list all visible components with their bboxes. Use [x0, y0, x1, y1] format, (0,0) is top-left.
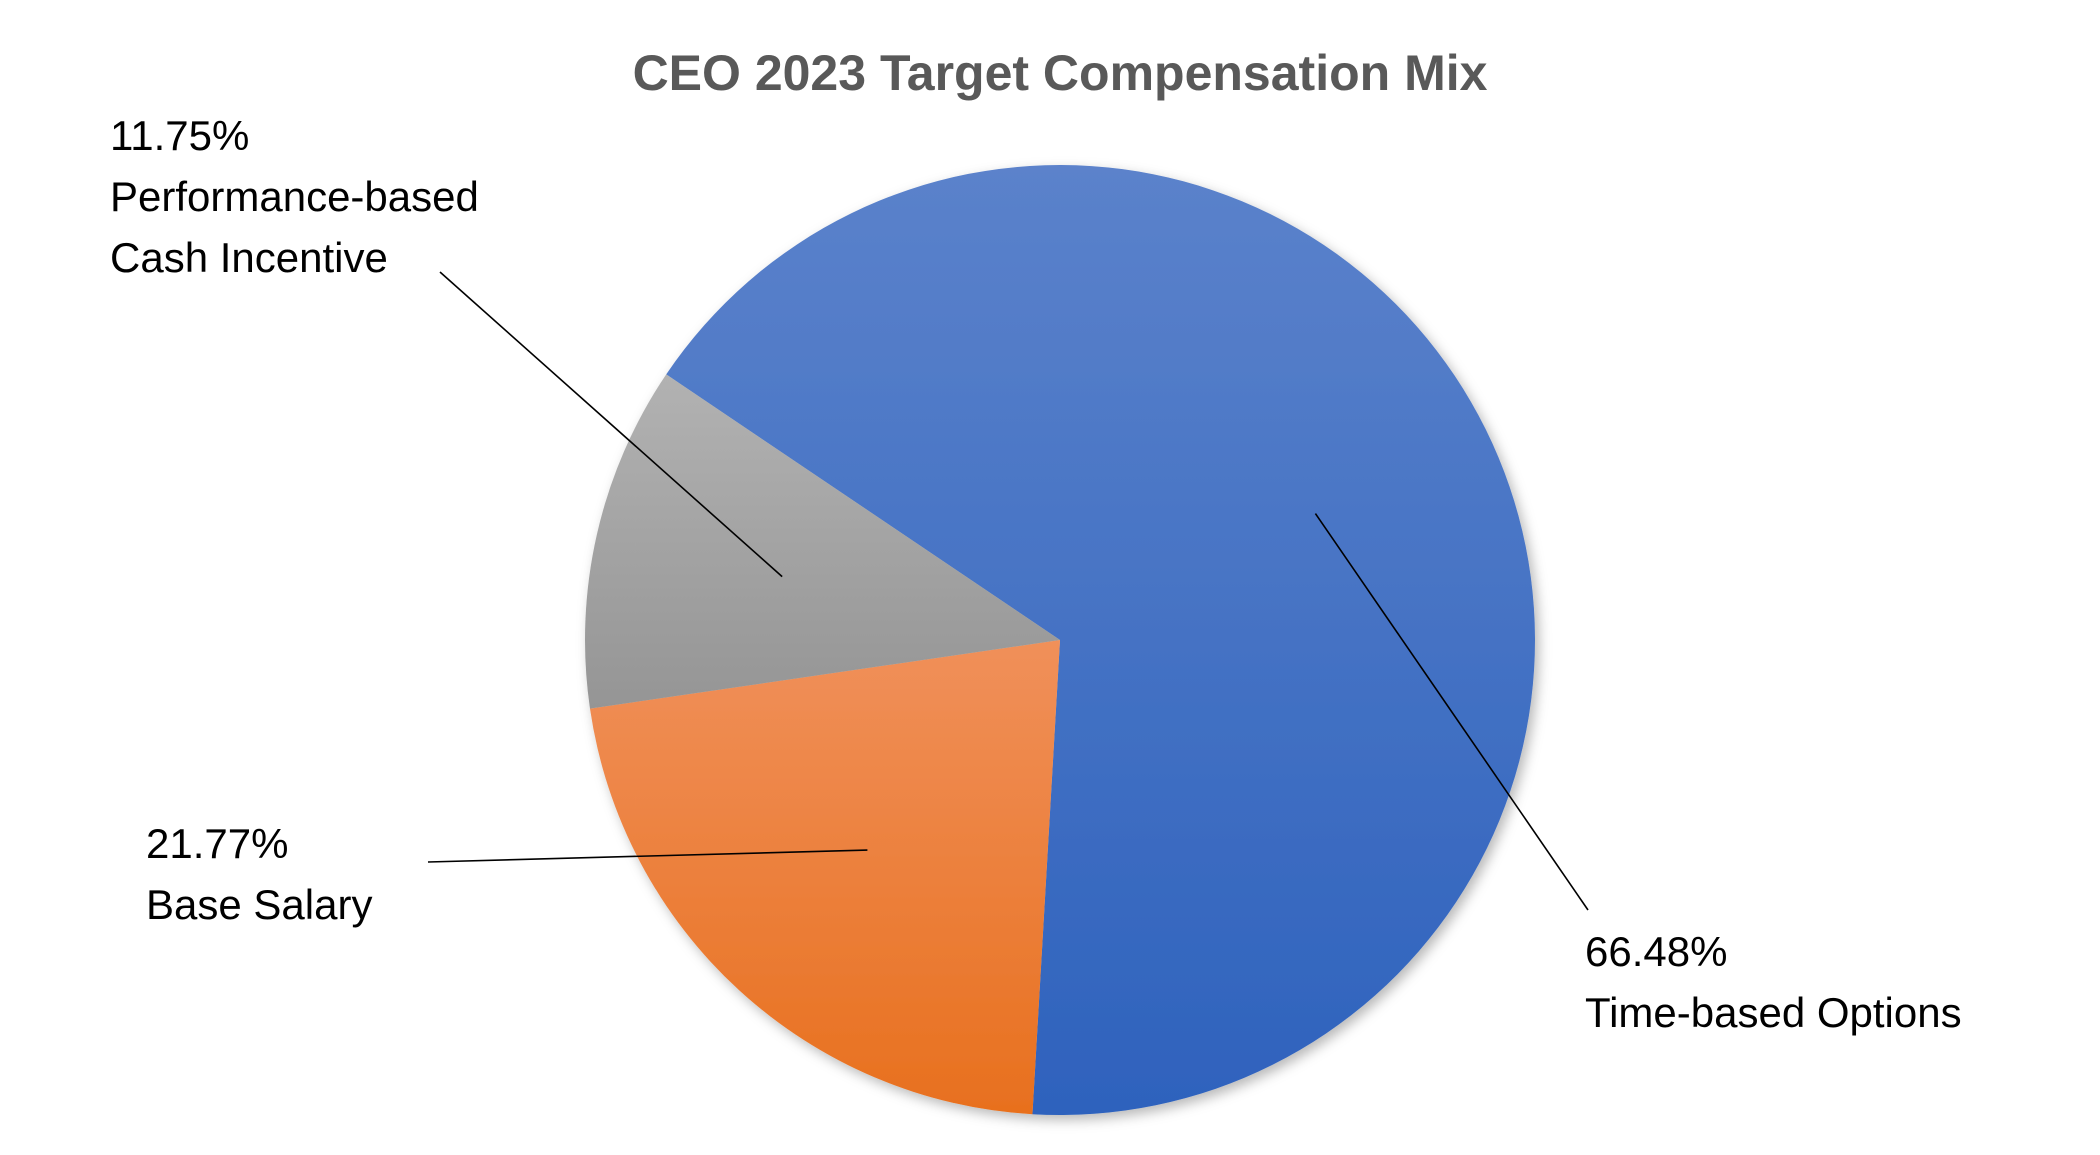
data-label-base-salary-value: 21.77% [146, 820, 288, 867]
leader-line-time-based-options [1314, 513, 1589, 911]
data-label-performance-based-name-line-1: Performance-based [110, 173, 479, 220]
chart-title: CEO 2023 Target Compensation Mix [633, 45, 1488, 101]
data-label-base-salary-name: Base Salary [146, 881, 372, 928]
data-label-time-based-options-value: 66.48% [1585, 928, 1727, 975]
data-label-performance-based-value: 11.75% [110, 112, 249, 159]
leader-lines [427, 271, 1589, 911]
pie-slice-performance-based-cash-incentive [585, 374, 1060, 709]
data-label-performance-based-name-line-2: Cash Incentive [110, 234, 388, 281]
leader-line-performance-based-cash-incentive [439, 271, 783, 578]
leader-line-base-salary [427, 849, 868, 863]
pie-slices [585, 165, 1536, 1116]
pie-slice-time-based-options [666, 165, 1536, 1116]
data-label-time-based-options-name: Time-based Options [1585, 989, 1962, 1036]
pie-slice-base-salary [589, 640, 1060, 1115]
